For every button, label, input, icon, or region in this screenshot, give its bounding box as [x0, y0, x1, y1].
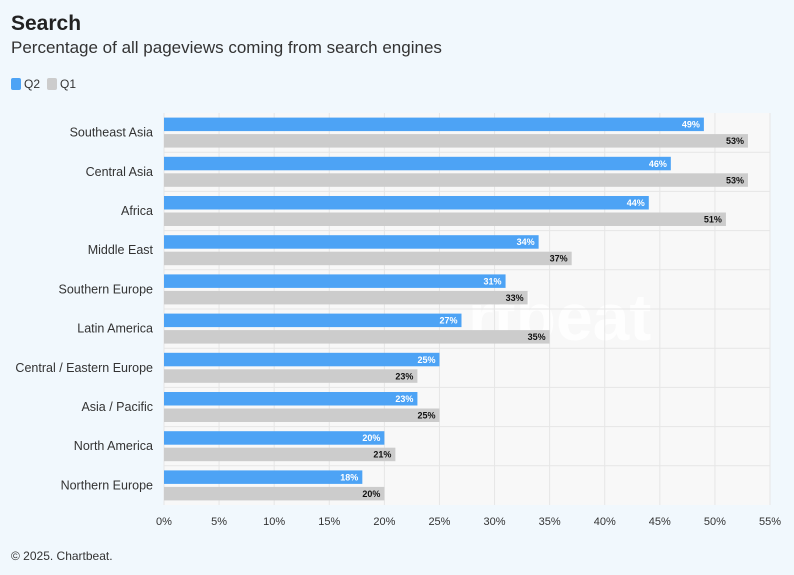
data-label-q2: 23% — [395, 394, 413, 404]
x-tick-label: 15% — [318, 516, 340, 528]
data-label-q1: 25% — [417, 410, 435, 420]
bar-q1 — [164, 134, 748, 148]
x-tick-label: 20% — [373, 516, 395, 528]
data-label-q2: 31% — [484, 276, 502, 286]
copyright-footer: © 2025. Chartbeat. — [11, 549, 113, 563]
bar-q2 — [164, 313, 462, 328]
x-tick-label: 50% — [704, 516, 726, 528]
category-label: Middle East — [88, 243, 154, 257]
data-label-q1: 33% — [506, 293, 524, 303]
bar-q2 — [164, 117, 704, 132]
data-label-q1: 53% — [726, 175, 744, 185]
legend: Q2 Q1 — [11, 77, 83, 91]
data-label-q1: 53% — [726, 136, 744, 146]
legend-item-q2[interactable]: Q2 — [11, 77, 40, 91]
category-label: Northern Europe — [61, 478, 153, 492]
bar-q2 — [164, 196, 649, 210]
data-label-q2: 49% — [682, 120, 700, 130]
bar-q2 — [164, 470, 363, 484]
legend-swatch-q2 — [11, 78, 21, 90]
bar-q2 — [164, 431, 385, 445]
data-label-q2: 20% — [362, 433, 380, 443]
category-label: Central Asia — [86, 165, 153, 179]
data-label-q2: 44% — [627, 198, 645, 208]
x-tick-label: 5% — [211, 516, 227, 528]
x-tick-label: 25% — [428, 516, 450, 528]
legend-item-q1[interactable]: Q1 — [47, 77, 76, 91]
category-label: Central / Eastern Europe — [15, 361, 153, 375]
x-tick-label: 0% — [156, 516, 172, 528]
bar-q1 — [164, 486, 385, 501]
legend-swatch-q1 — [47, 78, 58, 90]
bar-q1 — [164, 330, 550, 344]
data-label-q1: 21% — [373, 450, 391, 460]
x-tick-label: 40% — [594, 516, 616, 528]
chart-title: Search — [11, 12, 82, 35]
category-label: Africa — [121, 204, 153, 218]
data-label-q2: 46% — [649, 159, 667, 169]
category-label: Southeast Asia — [70, 126, 153, 140]
data-label-q1: 20% — [362, 489, 380, 499]
x-tick-label: 35% — [539, 516, 561, 528]
category-label: Asia / Pacific — [81, 400, 153, 414]
data-label-q1: 37% — [550, 254, 568, 264]
category-label: North America — [74, 439, 153, 453]
category-label: Southern Europe — [58, 282, 153, 296]
category-label: Latin America — [77, 322, 153, 336]
bar-q1 — [164, 408, 440, 422]
x-tick-label: 45% — [649, 516, 671, 528]
bar-q2 — [164, 352, 440, 367]
data-label-q2: 25% — [417, 355, 435, 365]
x-tick-label: 55% — [759, 516, 781, 528]
legend-label-q1: Q1 — [60, 77, 77, 91]
data-label-q2: 18% — [340, 472, 358, 482]
data-label-q1: 23% — [395, 371, 413, 381]
bar-q2 — [164, 274, 506, 288]
data-label-q2: 34% — [517, 237, 535, 247]
bar-q1 — [164, 369, 418, 383]
bar-q1 — [164, 251, 572, 266]
legend-label-q2: Q2 — [24, 77, 41, 91]
data-label-q2: 27% — [439, 316, 457, 326]
bar-q2 — [164, 235, 539, 249]
bar-q1 — [164, 173, 748, 187]
data-label-q1: 35% — [528, 332, 546, 342]
x-tick-label: 10% — [263, 516, 285, 528]
bar-q1 — [164, 212, 726, 226]
data-label-q1: 51% — [704, 214, 722, 224]
bar-q2 — [164, 156, 671, 171]
bar-q2 — [164, 392, 418, 406]
x-tick-label: 30% — [484, 516, 506, 528]
bar-q1 — [164, 447, 396, 462]
bar-q1 — [164, 290, 528, 305]
chart-subtitle: Percentage of all pageviews coming from … — [11, 38, 442, 57]
